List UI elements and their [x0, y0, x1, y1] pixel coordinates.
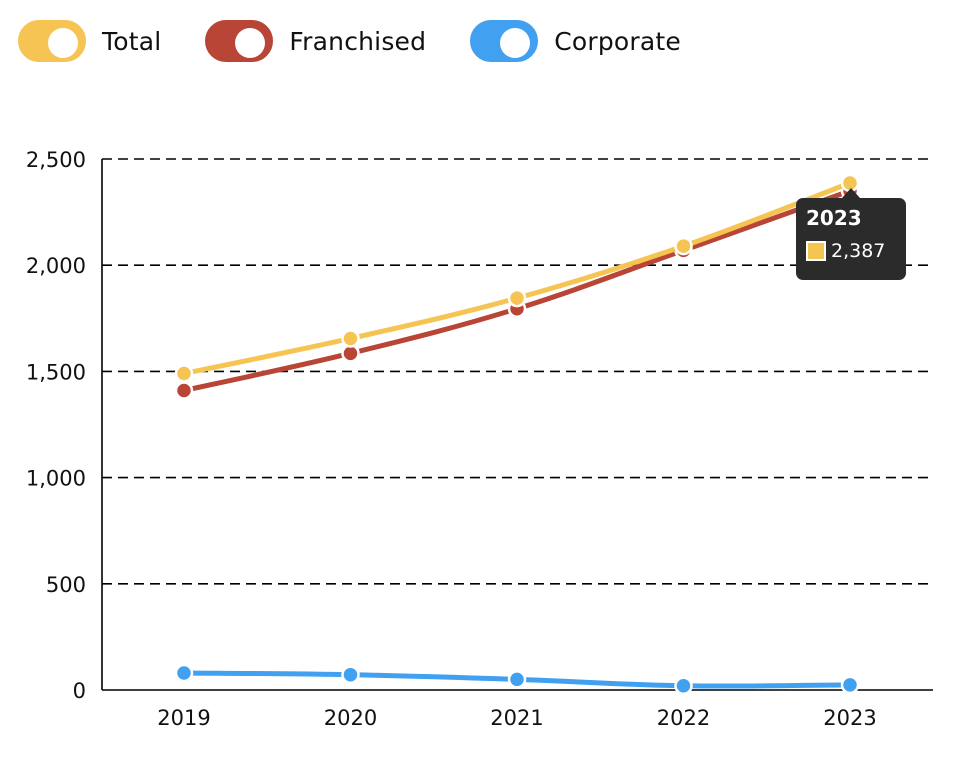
x-tick-label: 2023 [823, 706, 876, 730]
series-line-total [181, 180, 853, 377]
chart-tooltip: 2023 2,387 [796, 188, 906, 280]
data-point-total [674, 236, 693, 256]
y-tick-label: 1,000 [26, 467, 86, 491]
data-point-corporate [840, 675, 860, 695]
data-point-corporate [174, 663, 194, 683]
legend-item-total[interactable]: Total [18, 20, 161, 62]
x-tick-label: 2021 [490, 706, 543, 730]
toggle-total[interactable] [18, 20, 86, 62]
tooltip-swatch [806, 241, 826, 261]
toggle-knob [48, 28, 78, 58]
data-point-total [174, 364, 194, 383]
legend-item-franchised[interactable]: Franchised [205, 20, 426, 62]
y-tick-label: 1,500 [26, 360, 86, 384]
toggle-knob [500, 28, 531, 58]
toggle-knob [235, 28, 266, 58]
y-tick-label: 500 [46, 573, 86, 597]
toggle-corporate[interactable] [470, 20, 539, 62]
legend-item-corporate[interactable]: Corporate [470, 20, 681, 62]
data-point-total [507, 288, 527, 308]
tooltip-value: 2,387 [831, 240, 886, 262]
legend-label-total: Total [102, 26, 162, 56]
x-tick-label: 2020 [324, 706, 377, 730]
legend-label-franchised: Franchised [289, 26, 427, 56]
chart-legend: Total Franchised Corporate [18, 20, 725, 62]
y-tick-label: 2,000 [26, 254, 86, 278]
data-point-corporate [507, 670, 527, 689]
toggle-franchised[interactable] [205, 20, 274, 62]
tooltip-row: 2,387 [806, 240, 896, 262]
x-tick-label: 2019 [157, 706, 210, 730]
y-tick-label: 2,500 [26, 148, 86, 172]
data-point-franchised [174, 381, 194, 400]
x-tick-label: 2022 [657, 706, 710, 730]
data-point-franchised [341, 344, 360, 363]
legend-label-corporate: Corporate [554, 26, 681, 56]
data-point-total [341, 329, 360, 348]
data-point-corporate [674, 676, 693, 696]
data-point-corporate [341, 665, 360, 684]
tooltip-title: 2023 [806, 206, 862, 230]
y-tick-label: 0 [73, 679, 86, 703]
